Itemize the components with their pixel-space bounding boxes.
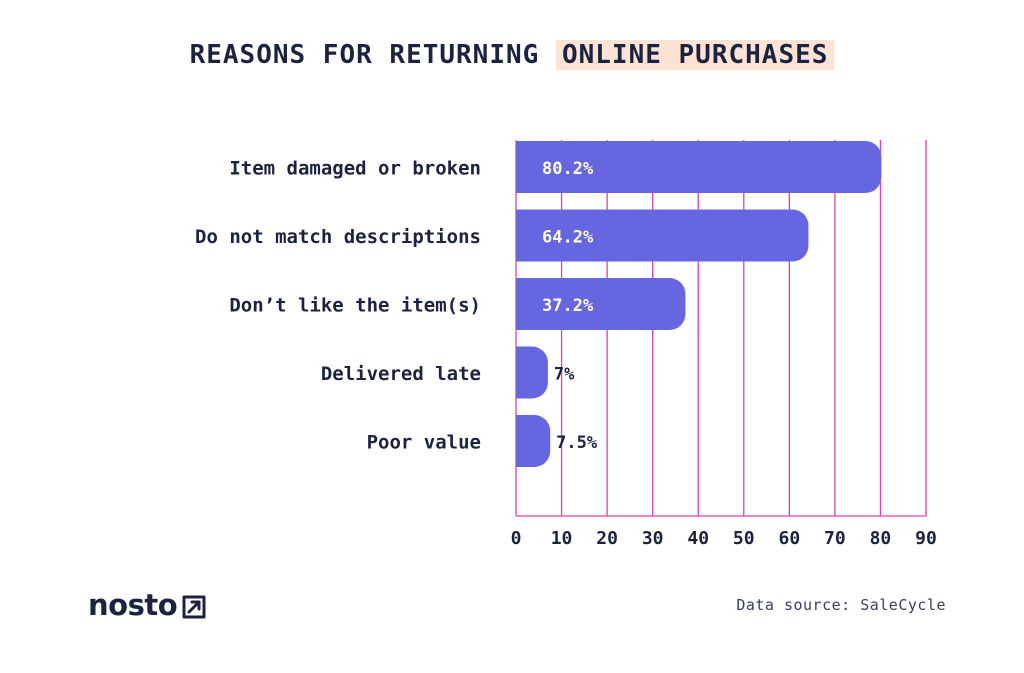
x-tick-label-10: 10 [551,528,573,549]
value-label-3: 7% [554,365,575,385]
logo-text: nosto [88,588,178,622]
chart-title-highlight: ONLINE PURCHASES [555,40,835,70]
value-label-1: 64.2% [542,228,594,248]
bar-0 [516,141,882,193]
x-tick-label-90: 90 [915,528,937,549]
x-tick-label-70: 70 [824,528,846,549]
category-label-3: Delivered late [321,363,481,385]
labels: 0 10 20 30 40 50 60 70 80 90 Item damaged or broke… [195,158,937,550]
chart-title: REASONS FOR RETURNING ONLINE PURCHASES [0,40,1024,70]
nosto-logo: nosto [88,588,207,622]
value-label-4: 7.5% [556,433,598,453]
x-tick-label-50: 50 [733,528,755,549]
category-label-1: Do not match descriptions [195,226,481,248]
bar-2 [516,278,686,330]
x-tick-label-30: 30 [642,528,664,549]
bar-1 [516,209,809,262]
value-label-2: 37.2% [542,296,594,316]
x-tick-label-20: 20 [596,528,618,549]
x-tick-label-0: 0 [511,528,522,549]
value-label-0: 80.2% [542,159,594,179]
bars [516,141,882,467]
category-label-2: Don’t like the item(s) [229,295,481,317]
x-tick-label-80: 80 [870,528,892,549]
category-label-4: Poor value [367,432,481,454]
logo-arrow-icon [182,595,206,619]
x-tick-label-60: 60 [778,528,800,549]
chart-title-main: REASONS FOR RETURNING [189,40,556,70]
bar-3 [516,346,548,399]
category-label-0: Item damaged or broken [229,158,481,180]
bar-4 [516,415,551,467]
x-tick-label-40: 40 [687,528,709,549]
data-source: Data source: SaleCycle [736,596,946,614]
